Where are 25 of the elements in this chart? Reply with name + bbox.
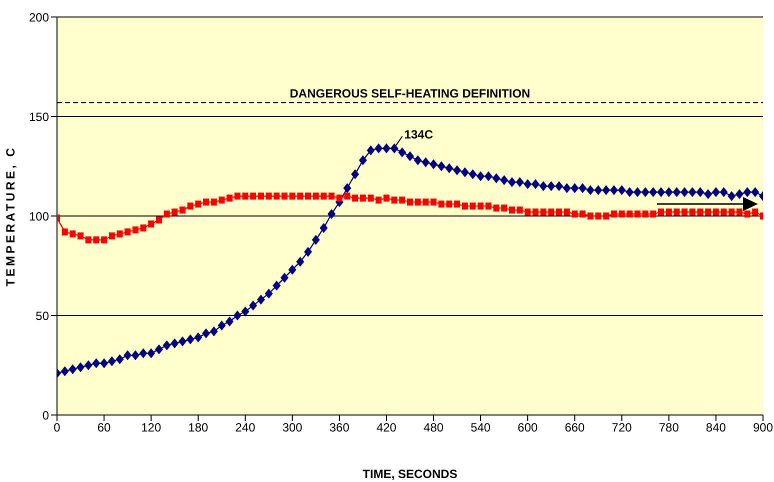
x-tick-label: 120 <box>141 420 162 435</box>
x-tick-label: 600 <box>518 420 538 435</box>
y-tick-label: 200 <box>28 10 50 24</box>
ref-line-label: DANGEROUS SELF-HEATING DEFINITION <box>290 86 530 101</box>
x-tick-label: 720 <box>612 420 632 435</box>
x-tick-label: 300 <box>282 420 303 435</box>
y-tick-label: 0 <box>42 408 50 422</box>
x-tick-label: 180 <box>188 420 209 435</box>
x-axis-title: TIME, SECONDS <box>362 467 458 481</box>
x-tick-label: 900 <box>752 420 774 435</box>
y-axis-title: TEMPERATURE, C <box>3 146 18 286</box>
x-tick-label: 540 <box>470 420 491 435</box>
x-tick-label: 60 <box>97 420 112 435</box>
y-tick-label: 150 <box>28 110 50 124</box>
x-tick-label: 240 <box>235 420 256 435</box>
x-tick-label: 840 <box>706 420 726 435</box>
x-tick-label: 0 <box>54 420 61 435</box>
x-tick-label: 420 <box>376 420 397 435</box>
x-tick-label: 660 <box>564 420 586 435</box>
x-tick-label: 780 <box>658 420 680 435</box>
annotation: 134C <box>404 127 434 142</box>
y-tick-label: 100 <box>28 209 50 224</box>
x-tick-label: 480 <box>424 420 444 435</box>
x-tick-label: 360 <box>329 420 350 435</box>
y-tick-label: 50 <box>36 308 50 323</box>
